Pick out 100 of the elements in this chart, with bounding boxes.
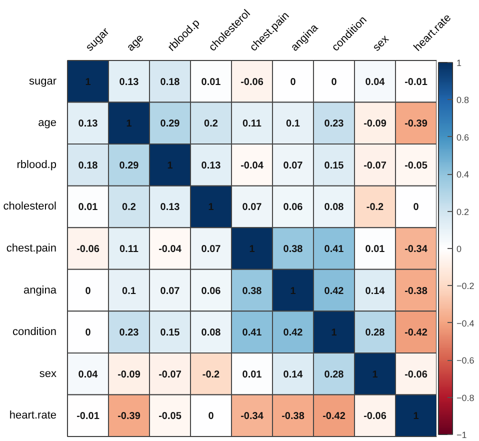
color-bar-label: 0.4 — [456, 170, 470, 180]
data-label: 0.23 — [119, 328, 140, 339]
data-label: 0.2 — [204, 118, 218, 130]
data-label: 0.08 — [324, 202, 344, 214]
data-label: -0.34 — [404, 244, 428, 255]
data-label: 0.41 — [242, 328, 262, 339]
data-label: 0.18 — [160, 76, 180, 88]
data-label: 0 — [331, 76, 338, 88]
data-label: -0.38 — [404, 286, 428, 297]
data-label: -0.38 — [282, 411, 305, 422]
y-tick-label: sex — [39, 368, 57, 380]
color-bar-label: −0.4 — [456, 318, 474, 328]
color-bar-label: −0.6 — [456, 356, 474, 366]
data-label: 0.15 — [324, 160, 344, 172]
data-label: -0.04 — [240, 160, 264, 172]
data-label: 0.1 — [122, 286, 136, 297]
data-label: 1 — [290, 286, 296, 297]
data-label: 0.01 — [201, 76, 222, 88]
data-label: 0.06 — [201, 286, 222, 297]
data-label: 0.13 — [78, 118, 98, 130]
color-bar-label: −0.2 — [456, 281, 474, 292]
data-label: -0.01 — [404, 76, 428, 88]
data-label: 0 — [290, 76, 296, 88]
data-label: -0.2 — [366, 202, 384, 214]
data-label: 0.11 — [120, 244, 139, 255]
data-label: 1 — [249, 244, 256, 255]
data-label: -0.07 — [364, 160, 387, 172]
y-tick-label: cholesterol — [3, 200, 57, 213]
data-label: 0.07 — [283, 160, 304, 172]
data-label: 0.01 — [365, 244, 386, 255]
data-label: -0.05 — [404, 160, 428, 172]
data-label: 0.15 — [160, 328, 180, 339]
data-label: 0.1 — [286, 118, 300, 130]
color-bar-label: 0 — [456, 244, 462, 254]
y-tick-label: angina — [23, 284, 58, 296]
x-tick-label: sex — [370, 32, 392, 54]
data-label: 0.13 — [160, 202, 180, 214]
data-label: 0.41 — [324, 244, 344, 255]
data-label: 1 — [331, 328, 338, 339]
data-label: 0.42 — [324, 286, 344, 297]
color-bar-label: 0.8 — [456, 95, 470, 106]
data-label: -0.06 — [240, 76, 264, 88]
data-label: 0 — [208, 411, 214, 422]
y-tick-label: heart.rate — [9, 410, 57, 422]
data-label: 0.01 — [78, 202, 98, 214]
data-label: 1 — [372, 369, 378, 380]
data-label: -0.42 — [322, 411, 346, 422]
color-bar-label: 0.6 — [456, 132, 470, 142]
data-label: -0.39 — [118, 411, 141, 422]
data-label: -0.09 — [118, 369, 141, 380]
data-label: 0.2 — [122, 202, 136, 214]
data-label: -0.06 — [76, 244, 100, 255]
data-label: 0.28 — [365, 328, 386, 339]
data-label: -0.06 — [404, 369, 428, 380]
data-label: 0.38 — [242, 286, 262, 297]
data-label: -0.01 — [76, 411, 100, 422]
data-label: 0.01 — [242, 369, 262, 380]
data-label: 0.13 — [201, 160, 222, 172]
data-label: 0 — [85, 328, 92, 339]
data-label: 0.07 — [201, 244, 222, 255]
data-label: -0.2 — [202, 369, 220, 380]
data-label: 1 — [126, 118, 132, 130]
data-label: 0.23 — [324, 118, 344, 130]
data-label: 1 — [85, 76, 92, 88]
data-label: 0.08 — [201, 328, 222, 339]
data-label: -0.42 — [404, 328, 428, 339]
data-label: 0.07 — [242, 202, 262, 214]
x-tick-label: age — [124, 32, 146, 54]
color-bar-label: 0.2 — [456, 206, 470, 217]
data-label: -0.06 — [364, 411, 387, 422]
data-label: -0.34 — [240, 411, 264, 422]
data-label: 0.38 — [283, 244, 304, 255]
data-label: 0.42 — [283, 328, 304, 339]
data-label: 1 — [167, 160, 174, 172]
y-tick-label: condition — [12, 326, 57, 338]
data-label: 0 — [413, 202, 420, 214]
color-bar-label: −1 — [456, 430, 467, 440]
data-label: 0.06 — [283, 202, 304, 214]
data-label: 0.14 — [283, 369, 304, 380]
data-label: -0.09 — [364, 118, 387, 130]
data-label: -0.07 — [158, 369, 182, 380]
y-tick-label: age — [38, 117, 57, 130]
data-label: -0.39 — [404, 118, 428, 130]
data-label: -0.04 — [158, 244, 182, 255]
data-label: 0 — [85, 286, 92, 297]
y-tick-label: rblood.p — [16, 158, 57, 171]
data-label: 0.18 — [78, 160, 98, 172]
data-label: 0.07 — [160, 286, 180, 297]
data-label: 0.29 — [119, 160, 140, 172]
data-label: 1 — [413, 411, 420, 422]
data-label: 0.04 — [365, 76, 386, 88]
y-tick-label: sugar — [28, 75, 57, 88]
data-label: 0.13 — [119, 76, 140, 88]
data-label: 0.28 — [324, 369, 344, 380]
data-label: -0.05 — [158, 411, 182, 422]
color-bar-label: 1 — [456, 58, 462, 68]
data-label: 0.04 — [78, 369, 98, 380]
data-label: 0.14 — [365, 286, 386, 297]
data-label: 1 — [208, 202, 214, 214]
data-label: 0.11 — [242, 118, 262, 130]
